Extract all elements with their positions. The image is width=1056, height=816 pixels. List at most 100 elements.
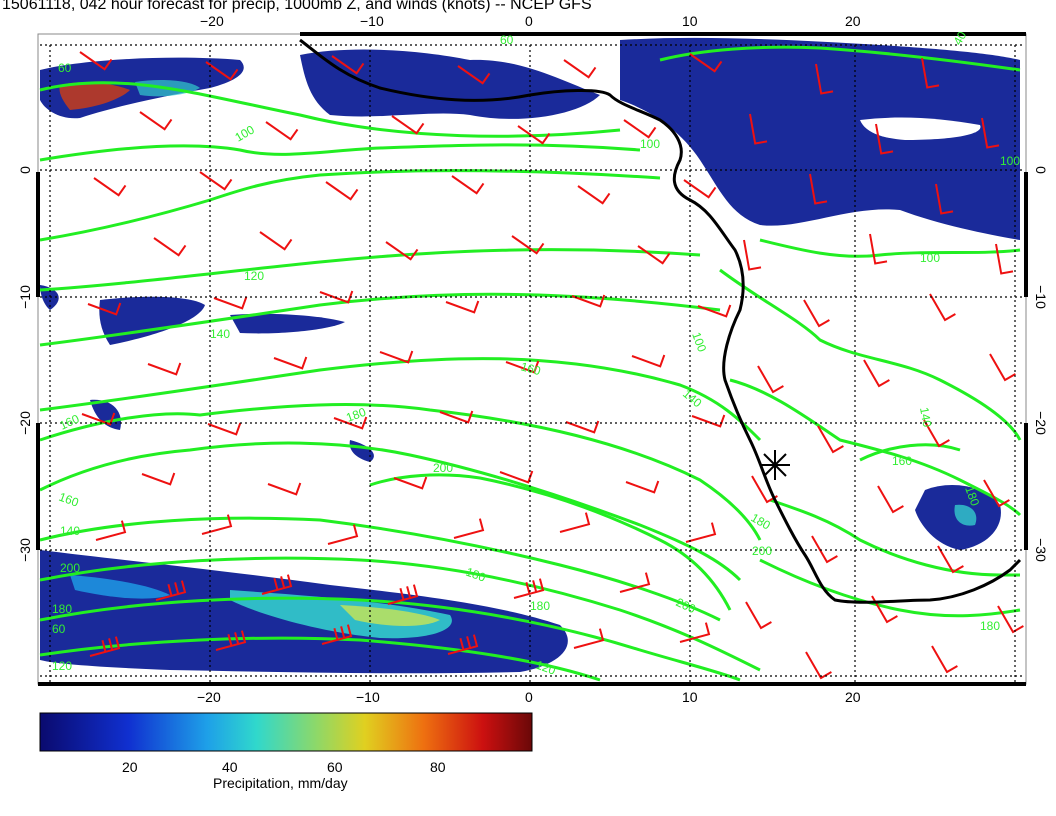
contour-line [39, 556, 761, 672]
wind-barb [989, 353, 1016, 382]
wind-barb [937, 545, 964, 574]
contour-line [39, 636, 601, 682]
wind-barbs [79, 51, 1024, 680]
wind-barb [745, 601, 772, 630]
wind-barb [325, 181, 359, 201]
lat-tick-left: 0 [17, 166, 33, 174]
contour-label: 100 [1000, 154, 1020, 168]
wind-barb [207, 422, 242, 436]
colorbar-ticks: 20 40 60 80 [122, 759, 446, 775]
wind-barb [453, 518, 485, 539]
contour-label: 180 [344, 405, 368, 425]
contour-lines [39, 45, 1022, 682]
wind-barb [79, 51, 113, 71]
lon-tick-top: 0 [525, 13, 533, 29]
contour-label: 60 [52, 622, 66, 636]
wind-barb [697, 304, 732, 318]
precip-core-sw [230, 590, 452, 639]
precip-area-ne-clear [860, 117, 981, 140]
lat-ticks-right: 0 −10 −20 −30 [1033, 166, 1049, 562]
wind-barb [327, 524, 359, 545]
contour-line [39, 596, 741, 682]
wind-barb [215, 630, 247, 651]
wind-barb [139, 111, 173, 131]
wind-barb [379, 350, 414, 364]
precip-core-nw [59, 82, 130, 110]
wind-barb [87, 302, 122, 316]
contour-label: 100 [689, 330, 709, 354]
precip-core-sw-3 [70, 575, 170, 599]
contour-line [39, 169, 661, 242]
contour-label: 100 [233, 122, 258, 144]
wind-barb [457, 65, 491, 85]
contour-line [769, 498, 1020, 577]
contour-label: 120 [52, 659, 72, 673]
contour-label: 140 [917, 406, 934, 428]
wind-barb [153, 237, 187, 257]
contour-label: 180 [530, 599, 550, 613]
lon-tick-bottom: 0 [525, 689, 533, 705]
gridlines [40, 44, 1025, 682]
lat-tick-right: −30 [1033, 538, 1049, 562]
precip-area-w4 [90, 399, 121, 430]
wind-barb [577, 185, 611, 205]
lon-tick-bottom: −20 [197, 689, 221, 705]
precip-area-ne [620, 37, 1020, 241]
lat-tick-right: 0 [1033, 166, 1049, 174]
contour-label: 160 [892, 454, 912, 468]
lon-tick-bottom: −10 [356, 689, 380, 705]
wind-barb [81, 412, 116, 426]
contour-label: 180 [52, 602, 72, 616]
wind-barb [205, 61, 239, 81]
wind-barb [757, 365, 784, 394]
contour-label: 100 [640, 137, 660, 151]
lat-tick-right: −20 [1033, 411, 1049, 435]
contour-label: 100 [920, 251, 940, 265]
contour-label: 60 [500, 33, 514, 47]
wind-barb [393, 476, 428, 490]
wind-barb [265, 121, 299, 141]
contour-label: 180 [962, 484, 982, 508]
contour-label: 40 [950, 29, 969, 48]
colorbar-tick: 80 [430, 759, 446, 775]
colorbar-label: Precipitation, mm/day [213, 775, 348, 791]
contour-line [369, 473, 732, 611]
wind-barb [563, 59, 597, 79]
africa-coastline [299, 38, 1022, 604]
contour-line [659, 45, 1021, 72]
wind-barb [451, 175, 485, 195]
lon-ticks-top: −20 −10 0 10 20 [200, 13, 861, 29]
contour-line [39, 81, 621, 138]
contour-label: 140 [210, 327, 230, 341]
contour-label: 180 [980, 619, 1000, 633]
wind-barb [391, 115, 425, 135]
wind-barb [981, 117, 1000, 149]
precip-area-w1 [40, 285, 59, 310]
wind-barb [691, 414, 726, 428]
wind-barb [385, 241, 419, 261]
contour-label: 160 [519, 359, 542, 378]
contour-label: 140 [680, 387, 705, 411]
wind-barb [511, 235, 545, 255]
wind-barb [505, 360, 540, 374]
contour-line [759, 558, 1021, 618]
contour-line [859, 443, 961, 462]
wind-barb [213, 296, 248, 310]
wind-barb [333, 416, 368, 430]
precip-core-sw-2 [340, 605, 440, 626]
precip-area-w2 [99, 296, 205, 345]
lon-tick-bottom: 10 [682, 689, 698, 705]
wind-barb [267, 482, 302, 496]
wind-barb [923, 419, 950, 448]
wind-barb [199, 171, 233, 191]
wind-barb [141, 472, 176, 486]
contour-label: 180 [464, 565, 488, 585]
contour-line [39, 292, 721, 347]
wind-barb [147, 362, 182, 376]
wind-barb [619, 572, 651, 593]
wind-barb [637, 245, 671, 265]
wind-barb [499, 470, 534, 484]
lat-tick-left: −20 [17, 411, 33, 435]
contour-line [39, 248, 701, 292]
contour-label: 200 [752, 544, 772, 558]
